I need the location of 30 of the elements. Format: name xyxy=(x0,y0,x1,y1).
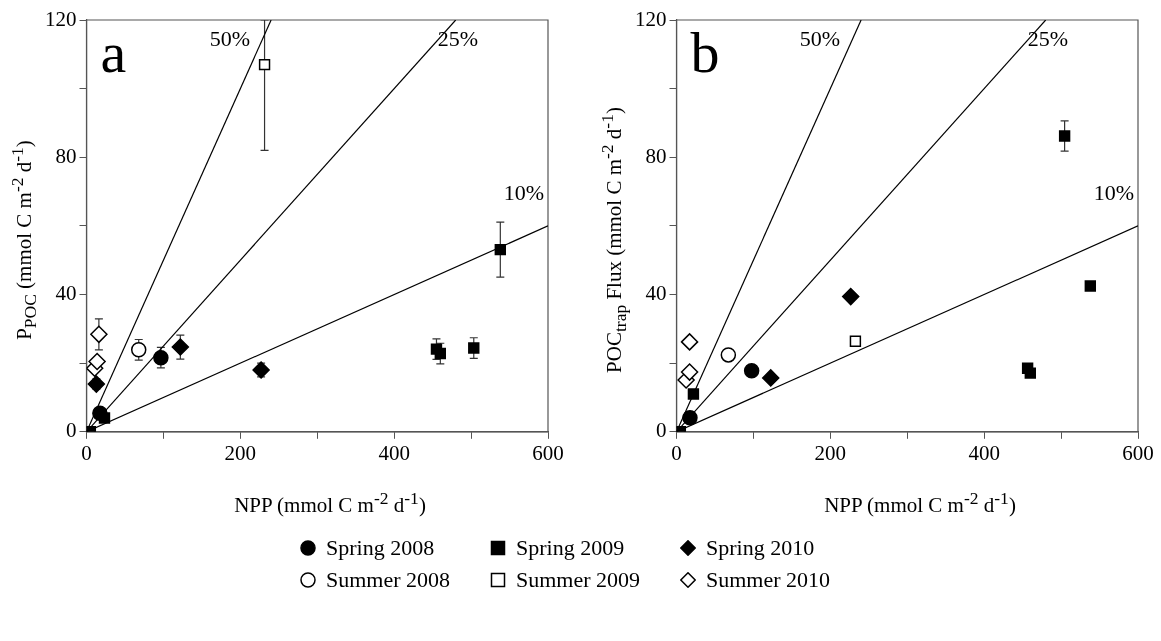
annotation: a xyxy=(100,20,127,86)
series-label: 25% xyxy=(1027,25,1069,51)
legend-label: Summer 2010 xyxy=(706,567,831,593)
legend-label: Summer 2008 xyxy=(326,567,451,593)
series-label: 50% xyxy=(209,25,251,51)
x-axis-title: NPP (mmol C m$^{-2}$ d$^{-1}$) xyxy=(234,488,426,518)
y-tick-label: 80 xyxy=(645,143,667,168)
x-tick-label: 400 xyxy=(968,440,1000,465)
y-tick-label: 120 xyxy=(635,6,667,31)
x-tick-label: 400 xyxy=(378,440,410,465)
y-tick-label: 120 xyxy=(45,6,77,31)
y-tick-label: 40 xyxy=(55,281,77,306)
series-label: 10% xyxy=(1093,179,1134,205)
series-label: 25% xyxy=(437,25,479,51)
series-label: 50% xyxy=(799,25,841,51)
legend-label: Spring 2008 xyxy=(326,535,435,561)
series-label: 10% xyxy=(503,179,544,205)
legend-label: Summer 2009 xyxy=(516,567,641,593)
x-tick-label: 600 xyxy=(1122,440,1154,465)
y-tick-label: 80 xyxy=(55,143,77,168)
annotation: b xyxy=(690,20,720,86)
y-tick-label: 0 xyxy=(66,418,77,443)
legend-label: Spring 2009 xyxy=(516,535,625,561)
y-tick-label: 0 xyxy=(656,418,667,443)
x-axis-title: NPP (mmol C m$^{-2}$ d$^{-1}$) xyxy=(824,488,1016,518)
x-tick-label: 600 xyxy=(532,440,564,465)
y-tick-label: 40 xyxy=(645,281,667,306)
legend-label: Spring 2010 xyxy=(706,535,815,561)
x-tick-label: 200 xyxy=(814,440,847,465)
x-tick-label: 200 xyxy=(224,440,257,465)
